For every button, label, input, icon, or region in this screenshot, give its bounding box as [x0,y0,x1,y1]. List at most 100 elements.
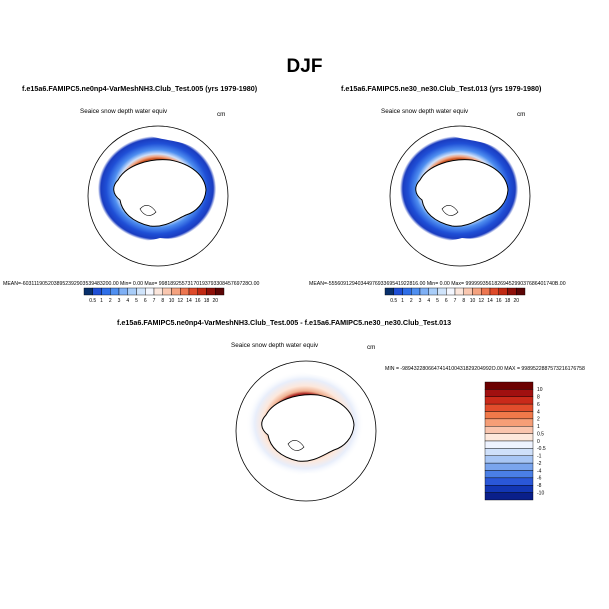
panel-2-colorbar-tick-label: 0.5 [390,298,397,304]
panel-2-colorbar-swatch [411,287,421,296]
panel-2-colorbar-tick-label: 14 [487,298,493,304]
panel-2-title: f.e15a6.FAMIPC5.ne30_ne30.Club_Test.013 … [341,84,542,93]
panel-2-colorbar-swatch [393,287,403,296]
panel-3-colorbar-swatch [484,433,534,442]
panel-2-colorbar-tick-label: 16 [496,298,502,304]
panel-1-colorbar-swatch [206,287,216,296]
panel-1-colorbar-swatch [188,287,198,296]
panel-3-colorbar-tick-label: -8 [537,483,542,489]
panel-2-colorbar-tick-label: 4 [427,298,430,304]
panel-3-colorbar-tick-label: 10 [537,387,543,393]
panel-1-title: f.e15a6.FAMIPC5.ne0np4-VarMeshNH3.Club_T… [22,84,258,93]
panel-3-colorbar-tick-label: -6 [537,476,542,482]
panel-3-colorbar-tick-label: -2 [537,461,542,467]
panel-1-colorbar: 0.5 1 2 3 4 5 6 7 8 10 12 14 16 18 20 [83,287,225,304]
panel-1-variable-label: Seaice snow depth water equiv [80,108,168,115]
panel-2-colorbar-swatch [428,287,438,296]
panel-3-colorbar-tick-label: -10 [537,490,544,496]
panel-2-colorbar-tick-label: 5 [436,298,439,304]
panel-2-colorbar-swatch [481,287,491,296]
panel-1-colorbar-swatch [197,287,207,296]
panel-1-colorbar-tick-label: 10 [169,298,175,304]
panel-1-colorbar-swatch [101,287,111,296]
panel-3-colorbar-tick-label: 6 [537,402,540,408]
panel-3-antarctica-outline [261,394,355,462]
panel-3-colorbar-swatch [484,492,534,501]
panel-2-colorbar-swatch [384,287,394,296]
panel-2-colorbar-tick-label: 3 [419,298,422,304]
panel-1-colorbar-swatch [127,287,137,296]
panel-3-colorbar-swatch [484,455,534,464]
panel-2-ice-shelf [441,204,459,216]
panel-3-colorbar-swatch [484,477,534,486]
panel-3-stats: MIN = -9894322806647414100431829204992O.… [385,366,585,372]
panel-1-colorbar-tick-label: 6 [144,298,147,304]
panel-1-colorbar-swatch [215,287,225,296]
panel-1-colorbar-tick-label: 20 [212,298,218,304]
panel-1-colorbar-swatch [136,287,146,296]
panel-1-colorbar-tick-label: 12 [177,298,183,304]
panel-3-colorbar-swatch [484,418,534,427]
panel-2-colorbar-swatch [419,287,429,296]
panel-3-colorbar-swatch [484,462,534,471]
panel-1-colorbar-swatch [180,287,190,296]
panel-2-colorbar-tick-label: 10 [470,298,476,304]
panel-3-colorbar-tick-label: 4 [537,409,540,415]
panel-2-colorbar-swatch [446,287,456,296]
panel-2-colorbar-swatch [454,287,464,296]
panel-2-colorbar-tick-label: 6 [445,298,448,304]
panel-2-variable-label: Seaice snow depth water equiv [381,108,469,115]
panel-2-units-label: cm [517,111,526,118]
panel-3-colorbar-tick-label: 8 [537,395,540,401]
panel-3-colorbar-tick-label: -1 [537,454,542,460]
panel-3-colorbar-swatch [484,485,534,493]
panel-2-colorbar-swatch [507,287,517,296]
panel-1-colorbar-tick-label: 4 [126,298,129,304]
panel-2-colorbar-tick-label: 8 [462,298,465,304]
panel-1-colorbar-swatch [83,287,93,296]
panel-2-colorbar-swatch [463,287,473,296]
panel-2-colorbar-tick-label: 20 [513,298,519,304]
panel-3-colorbar-swatch [484,448,534,456]
main-title: DJF [286,56,323,77]
panel-1-colorbar-tick-label: 2 [109,298,112,304]
panel-1-colorbar-swatch [92,287,102,296]
panel-2-colorbar-tick-label: 1 [401,298,404,304]
panel-3-colorbar-swatch [484,381,534,390]
panel-2-colorbar-swatch [437,287,447,296]
panel-3-colorbar-tick-label: 0 [537,439,540,445]
panel-3-colorbar-tick-label: -0.5 [537,446,546,452]
panel-3-colorbar-swatch [484,411,534,420]
panel-3-colorbar-swatch [484,470,534,479]
panel-3-colorbar-swatch [484,396,534,405]
panel-3-variable-label: Seaice snow depth water equiv [231,342,319,349]
panel-3-colorbar-swatch [484,389,534,397]
panel-1-colorbar-tick-label: 16 [195,298,201,304]
panel-1-colorbar-swatch [171,287,181,296]
panel-2-colorbar-swatch [516,287,526,296]
panel-2-colorbar-swatch [489,287,499,296]
panel-2-colorbar-tick-label: 12 [478,298,484,304]
panel-2-colorbar-tick-label: 7 [454,298,457,304]
panel-2-antarctica-outline [415,159,509,227]
panel-1-antarctica-outline [113,159,207,227]
panel-3-ice-shelf [287,439,305,451]
panel-1-colorbar-swatch [145,287,155,296]
panel-2-colorbar-tick-label: 18 [505,298,511,304]
panel-3-colorbar-tick-label: 2 [537,417,540,423]
panel-3-colorbar-swatch [484,403,534,412]
panel-1-colorbar-swatch [118,287,128,296]
panel-1-units-label: cm [217,111,226,118]
panel-3-colorbar-swatch [484,426,534,434]
panel-1-colorbar-tick-label: 3 [118,298,121,304]
panel-3-colorbar-tick-label: -4 [537,468,542,474]
panel-1-stats: MEAN=-6031119052038952392903539483200.00… [3,281,260,287]
panel-1-colorbar-tick-label: 14 [186,298,192,304]
panel-1-colorbar-swatch [153,287,163,296]
panel-2-colorbar-swatch [498,287,508,296]
panel-1-colorbar-tick-label: 0.5 [89,298,96,304]
panel-1-colorbar-swatch [110,287,120,296]
panel-1-colorbar-swatch [162,287,172,296]
panel-1-ice-shelf [139,204,157,216]
